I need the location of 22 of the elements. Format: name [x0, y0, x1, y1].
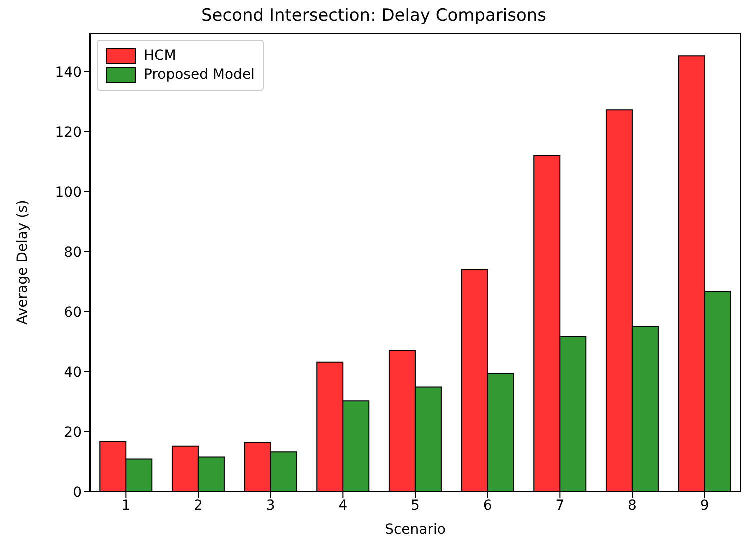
y-tick-label: 120 [55, 124, 82, 141]
x-tick-label: 3 [266, 498, 276, 514]
y-tick-label: 100 [55, 184, 82, 201]
x-axis-title: Scenario [385, 522, 446, 538]
chart-title: Second Intersection: Delay Comparisons [200, 6, 548, 26]
y-tick-label: 40 [64, 364, 82, 381]
x-tick-label: 1 [122, 498, 131, 514]
legend-label: HCM [144, 48, 176, 64]
y-tick-label: 0 [73, 484, 82, 501]
y-axis-title: Average Delay (s) [14, 200, 31, 325]
y-tick-label: 60 [64, 304, 82, 321]
x-tick-label: 8 [628, 498, 637, 514]
x-tick-label: 7 [556, 498, 565, 514]
x-tick-label: 5 [411, 498, 420, 514]
x-tick-label: 6 [483, 498, 492, 514]
y-tick-label: 140 [55, 64, 82, 81]
x-tick-label: 4 [338, 498, 348, 514]
x-tick-label: 9 [700, 498, 710, 514]
x-tick-label: 2 [194, 498, 203, 514]
y-tick-label: 20 [64, 424, 82, 441]
legend-label: Proposed Model [144, 67, 255, 83]
y-tick-label: 80 [64, 244, 82, 261]
